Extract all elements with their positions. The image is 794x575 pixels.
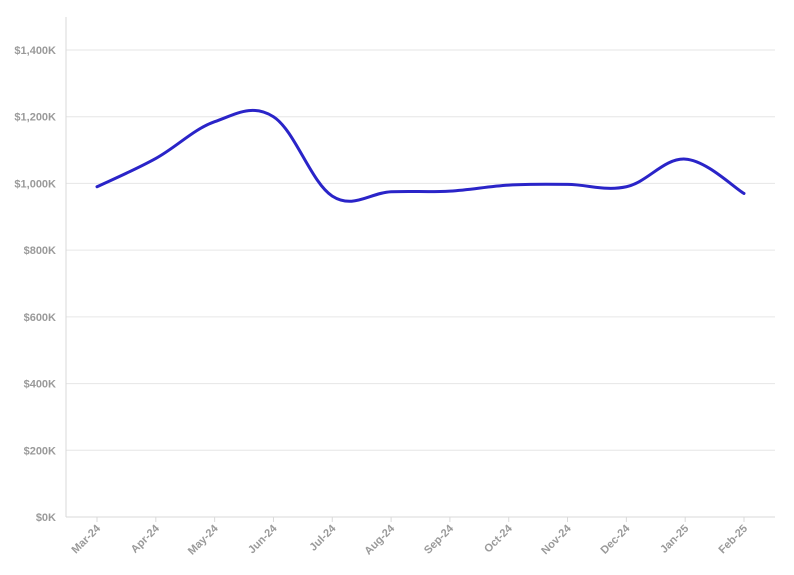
x-tick-label: Dec-24 — [598, 522, 633, 557]
y-tick-label: $1,200K — [14, 112, 56, 124]
y-tick-label: $600K — [24, 312, 56, 324]
y-tick-label: $0K — [36, 512, 56, 524]
series-line — [95, 108, 746, 203]
series-layer — [95, 108, 746, 203]
x-tick-label: Mar-24 — [70, 522, 104, 556]
y-tick-label: $200K — [24, 445, 56, 457]
x-tick-label: Feb-25 — [717, 523, 751, 557]
y-tick-label: $800K — [24, 245, 56, 257]
y-tick-label: $1,000K — [14, 178, 56, 190]
grid-lines — [66, 49, 775, 518]
x-tick-label: Apr-24 — [129, 522, 163, 556]
x-tick-label: Jul-24 — [307, 522, 339, 554]
x-tick-label: Sep-24 — [422, 522, 457, 557]
x-tick-label: Jan-25 — [658, 523, 691, 556]
y-tick-label: $1,400K — [14, 45, 56, 57]
y-tick-label: $400K — [24, 379, 56, 391]
x-axis: Mar-24 Apr-24 May-24 Jun-24 Jul-24 Aug-24 Sep-… — [70, 517, 751, 557]
x-tick-label: Aug-24 — [362, 522, 397, 557]
x-tick-label: Nov-24 — [539, 522, 574, 557]
x-tick-label: Jun-24 — [246, 522, 280, 556]
x-tick-label: May-24 — [186, 522, 221, 557]
y-axis: $0K $200K $400K $600K $800K $1,000K $1,200K $1,… — [14, 17, 67, 524]
x-tick-label: Oct-24 — [482, 522, 515, 555]
